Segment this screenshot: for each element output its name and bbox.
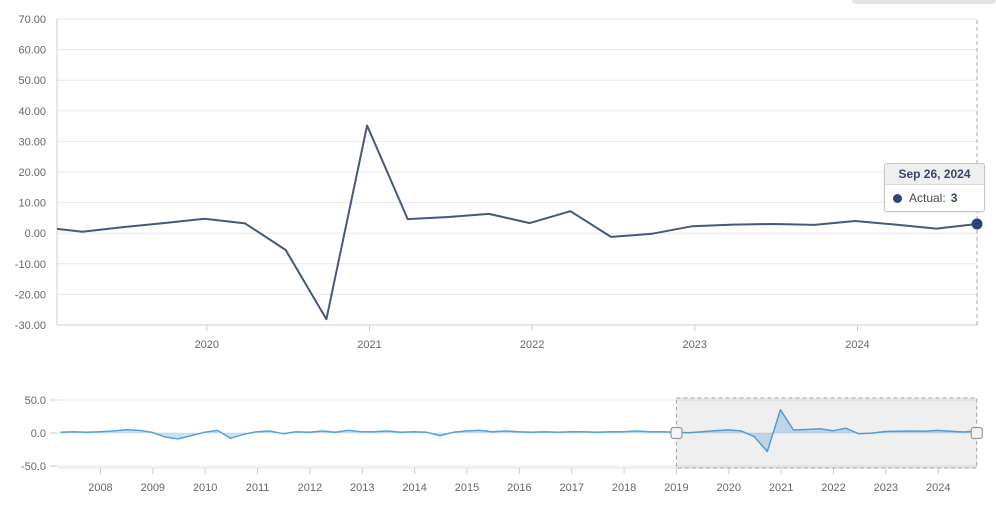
nav-series-line — [60, 409, 977, 453]
nav-xtick-label: 2011 — [246, 482, 270, 494]
nav-xtick-label: 2022 — [821, 482, 845, 494]
main-ytick-label: 10.00 — [18, 198, 46, 210]
series-marker-icon — [893, 193, 902, 203]
main-ytick-label: -10.00 — [15, 259, 46, 271]
nav-ytick-label: 50.0 — [25, 395, 46, 407]
cut-off-toolbar-control[interactable] — [852, 0, 996, 4]
last-point-marker[interactable] — [971, 218, 983, 230]
nav-xtick-label: 2013 — [350, 482, 374, 494]
main-xtick-label: 2020 — [195, 339, 219, 351]
main-chart: 70.00 60.00 50.00 40.00 30.00 20.00 10.00 0.00 -… — [15, 14, 983, 351]
navigator-handle-right[interactable] — [970, 426, 983, 440]
nav-xtick-label: 2019 — [664, 482, 688, 494]
nav-xtick-label: 2018 — [612, 482, 636, 494]
nav-xtick-label: 2020 — [717, 482, 741, 494]
main-ytick-label: 50.00 — [18, 75, 46, 87]
nav-xtick-label: 2010 — [193, 482, 217, 494]
main-xtick-label: 2024 — [845, 339, 869, 351]
main-ytick-label: 70.00 — [18, 14, 46, 26]
nav-xtick-label: 2016 — [507, 482, 531, 494]
main-xtick-label: 2023 — [683, 339, 707, 351]
navigator-track[interactable] — [57, 396, 977, 470]
actual-series-line — [57, 124, 978, 321]
main-ytick-label: 40.00 — [18, 106, 46, 118]
nav-xtick-label: 2023 — [874, 482, 898, 494]
main-ytick-label: 0.00 — [25, 228, 46, 240]
main-ytick-label: -20.00 — [15, 289, 46, 301]
main-ytick-label: 60.00 — [18, 45, 46, 57]
nav-ytick-label: -50.0 — [21, 461, 46, 473]
tooltip-value: 3 — [950, 191, 958, 205]
nav-xtick-label: 2009 — [141, 482, 165, 494]
nav-xtick-label: 2012 — [298, 482, 322, 494]
navigator-handle-left[interactable] — [670, 426, 683, 440]
nav-ytick-label: 0.0 — [31, 428, 46, 440]
tooltip: Sep 26, 2024 Actual: 3 — [884, 163, 985, 212]
navigator-selected-range[interactable] — [675, 397, 978, 469]
nav-xtick-label: 2008 — [88, 482, 112, 494]
tooltip-date: Sep 26, 2024 — [885, 164, 984, 185]
main-xtick-label: 2022 — [520, 339, 544, 351]
main-xtick-label: 2021 — [357, 339, 381, 351]
nav-xtick-label: 2021 — [769, 482, 793, 494]
main-plot-area[interactable] — [57, 19, 977, 325]
nav-xtick-label: 2015 — [455, 482, 479, 494]
main-ytick-label: 30.00 — [18, 136, 46, 148]
nav-xtick-label: 2014 — [402, 482, 426, 494]
nav-xtick-label: 2017 — [559, 482, 583, 494]
tooltip-series-label: Actual: — [909, 191, 946, 205]
nav-xtick-label: 2024 — [926, 482, 950, 494]
navigator: 50.0 0.0 -50.0 2008 2009 2010 2011 2012 2013 2014… — [21, 395, 983, 494]
main-ytick-label: -30.00 — [15, 320, 46, 332]
main-ytick-label: 20.00 — [18, 167, 46, 179]
